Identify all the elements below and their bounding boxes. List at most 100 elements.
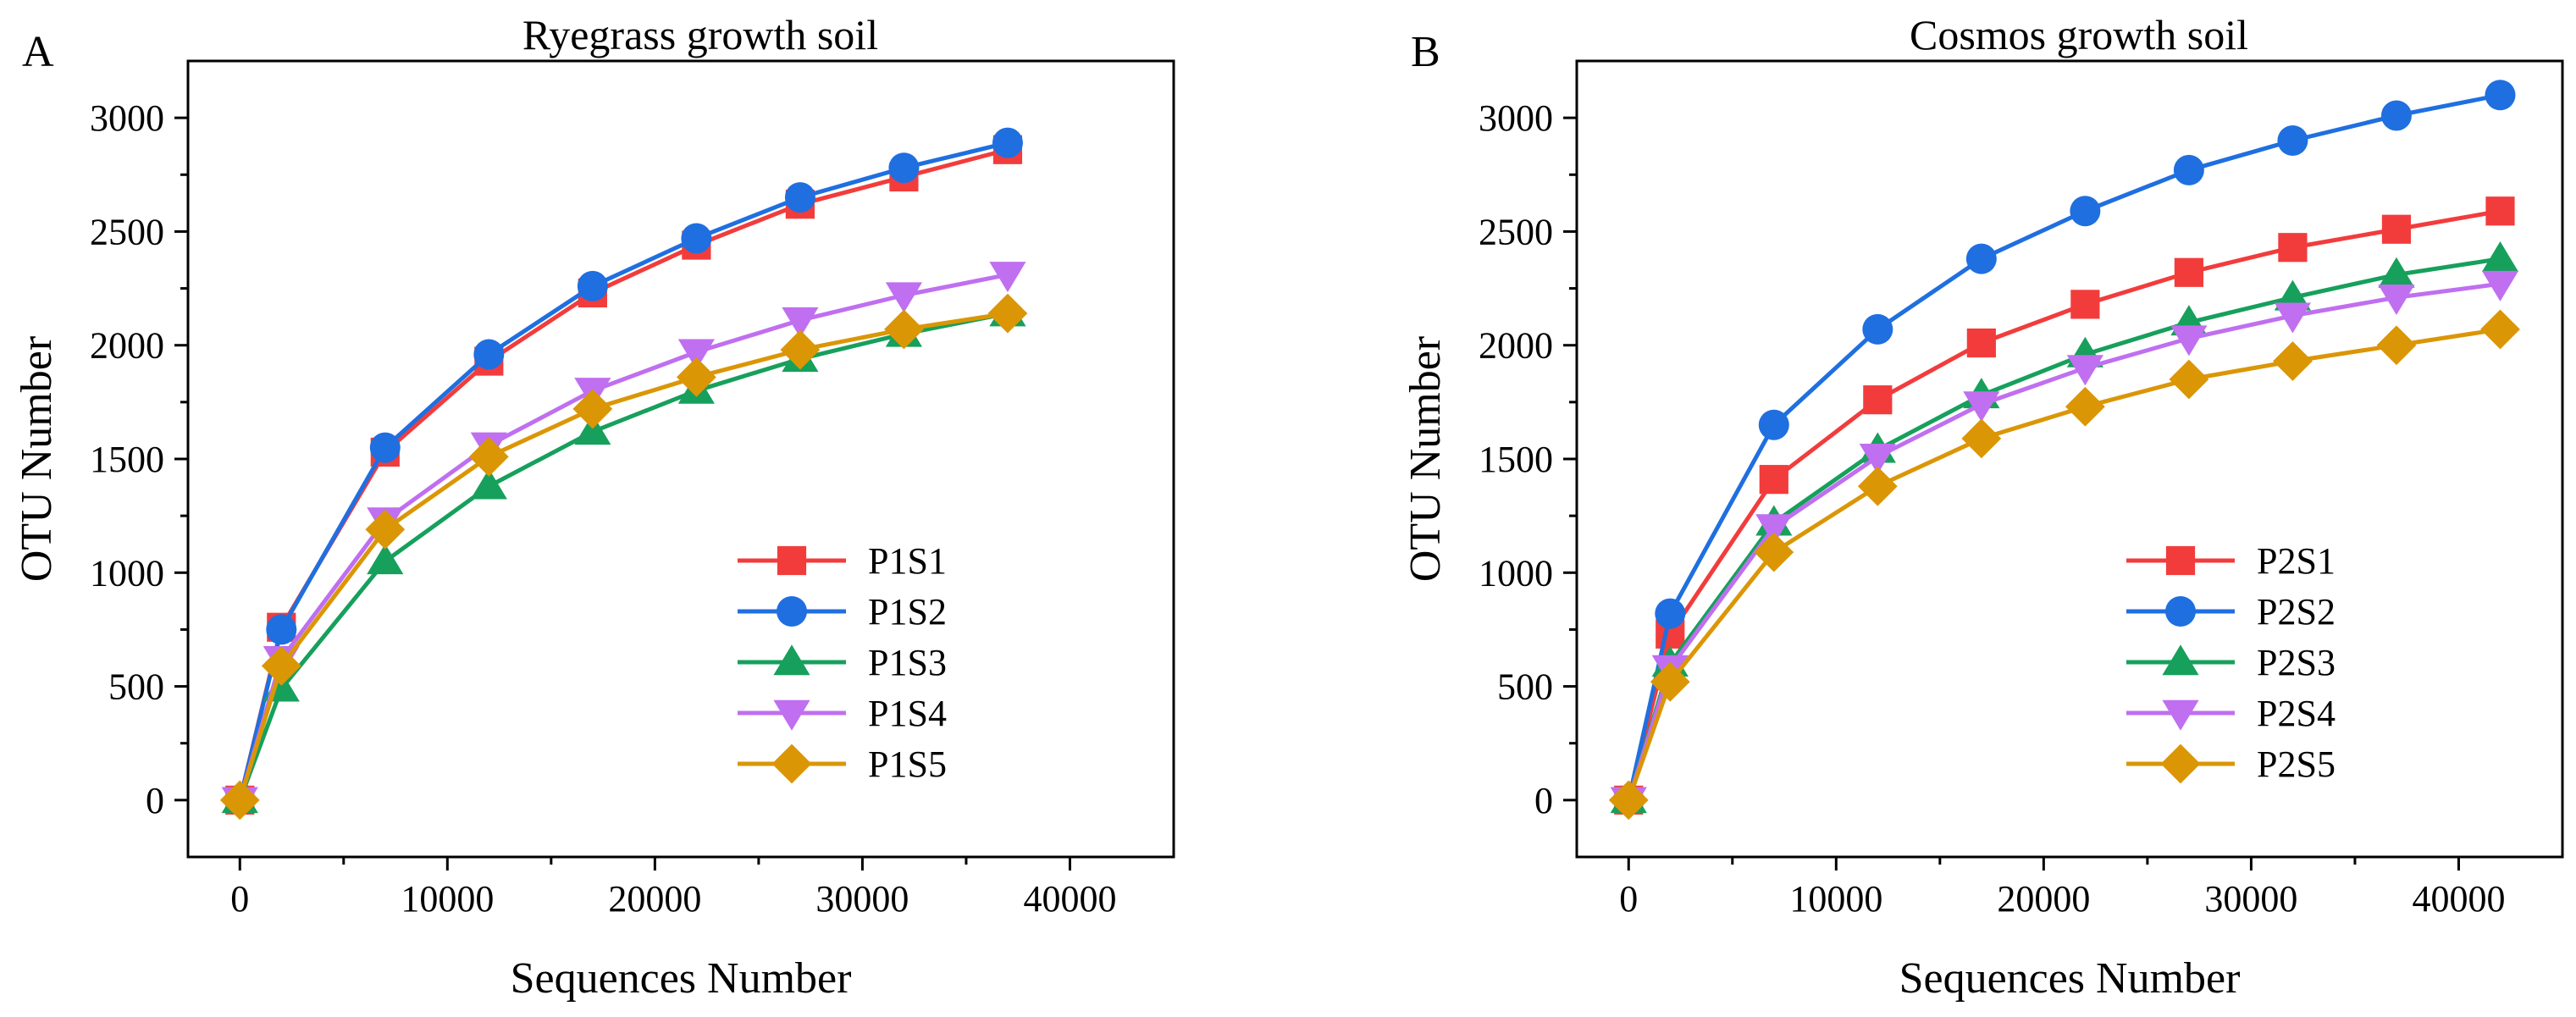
data-point [676,357,716,397]
data-point [780,329,821,370]
data-point [681,223,712,254]
plot-frame [1575,59,2564,859]
data-point [2380,100,2412,131]
legend-label: P2S4 [2257,693,2336,734]
series-layer [219,127,1028,821]
data-point [473,339,505,370]
data-point [2378,257,2415,288]
legend: P2S1 P2S2 P2S3 P2S4 P2S5 [2126,540,2336,785]
series-p2s4 [1610,270,2519,818]
data-point [884,309,924,350]
legend-item: P2S1 [2126,540,2336,582]
legend-marker [2162,644,2199,676]
data-point [266,614,297,645]
data-point [1961,418,2002,459]
y-axis-label: OTU Number [13,336,61,582]
data-point [989,262,1026,293]
data-point [2274,302,2312,334]
data-point [677,339,715,370]
data-point [261,646,301,686]
data-point [2278,233,2308,263]
legend-label: P1S1 [868,540,947,582]
panel-a: A Ryegrass growth soil 0 10000 20000 30000 4… [13,11,1175,1003]
series-line [1626,92,2501,801]
data-point [1608,780,1649,821]
data-point [1859,444,1896,475]
y-tick-label: 500 [108,666,164,708]
data-point [1963,391,2000,423]
series-p1s5 [219,293,1028,821]
series-line [1626,327,2501,801]
data-point [369,432,401,463]
legend-label: P1S3 [868,642,947,683]
chart-title: Ryegrass growth soil [522,11,878,58]
data-point [2065,386,2105,427]
data-point [1857,466,1898,506]
series-p2s1 [1614,196,2515,815]
data-point [992,127,1023,158]
x-tick-label: 30000 [815,878,909,920]
legend-marker [2165,545,2196,576]
x-tick-label: 40000 [1023,878,1116,920]
x-tick-label: 30000 [2204,878,2297,920]
panel-letter: B [1411,28,1440,76]
y-tick-label: 2000 [90,325,164,367]
data-point [1863,385,1893,415]
data-point [2169,359,2209,400]
data-point [2481,270,2519,301]
x-tick-label: 20000 [608,878,701,920]
data-point [1759,465,1788,495]
data-point [1754,532,1794,572]
data-point [2277,125,2308,156]
legend: P1S1 P1S2 P1S3 P1S4 P1S5 [738,540,947,785]
legend-label: P1S5 [868,743,947,785]
y-tick-label: 1500 [1479,439,1553,480]
legend-marker [777,545,807,576]
data-point [1862,313,1893,345]
data-point [2485,80,2516,111]
legend-item: P1S4 [738,693,947,734]
data-point [2173,154,2204,185]
x-tick-label: 10000 [1789,878,1882,920]
data-point [367,544,404,575]
data-point [2378,285,2415,316]
data-point [574,414,611,445]
data-point [2070,196,2101,227]
data-point [577,270,608,301]
legend-item: P2S5 [2126,743,2336,785]
legend-item: P2S2 [2126,591,2336,633]
series-p2s5 [1608,309,2520,821]
y-tick-label: 3000 [1479,97,1553,139]
legend-marker [773,644,810,676]
legend-label: P2S5 [2257,743,2336,785]
x-axis-label: Sequences Number [511,954,852,1003]
data-point [2485,196,2515,226]
legend-item: P2S3 [2126,642,2336,683]
data-point [784,182,815,213]
data-point [365,509,406,550]
series-layer [1608,80,2520,821]
series-line [1626,208,2501,801]
data-point [2170,325,2208,357]
data-point [2070,290,2100,319]
data-point [2481,240,2519,272]
series-p1s2 [224,127,1023,815]
y-tick-label: 0 [1534,780,1553,821]
y-tick-label: 0 [146,780,164,821]
legend-item: P1S5 [738,743,947,785]
data-point [1965,243,1997,274]
data-point [2273,341,2313,381]
legend-item: P1S2 [738,591,947,633]
legend-marker [2165,596,2196,627]
legend-label: P2S1 [2257,540,2336,582]
panel-b: B Cosmos growth soil 0 10000 20000 30000 400… [1401,11,2564,1003]
y-tick-label: 2000 [1479,325,1553,367]
data-point [468,436,509,477]
y-tick-label: 500 [1497,666,1553,708]
x-tick-label: 20000 [1997,878,2090,920]
legend-marker [773,699,810,731]
data-point [2381,214,2412,244]
legend-item: P1S3 [738,642,947,683]
y-tick-label: 3000 [90,97,164,139]
